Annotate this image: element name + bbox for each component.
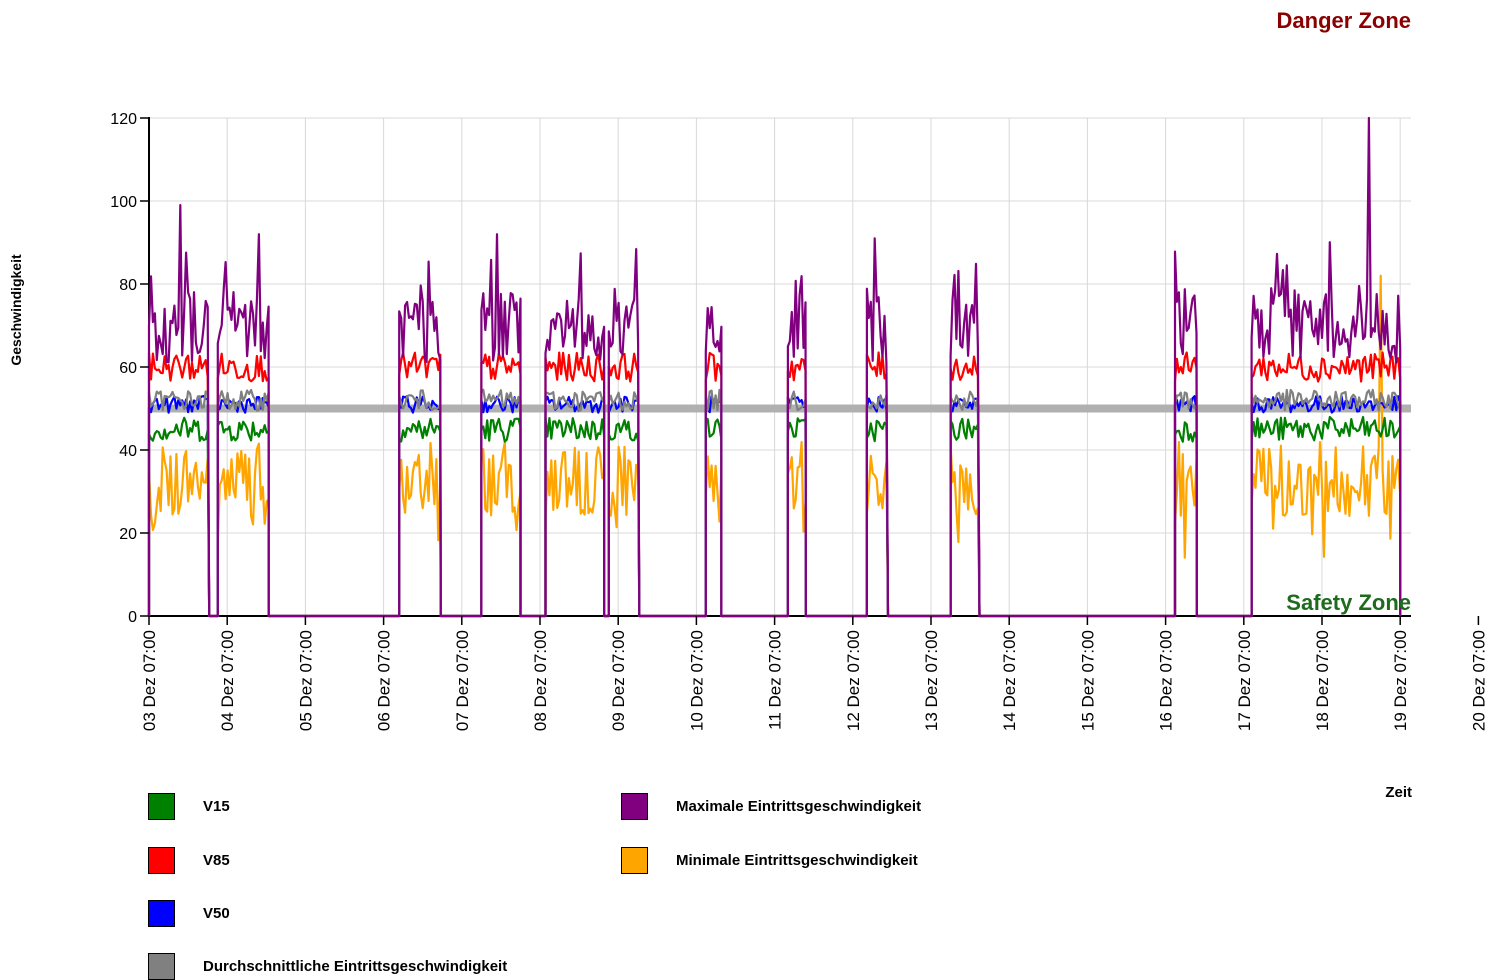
y-tick-label: 40 [119, 443, 137, 460]
series-line-durchschnittliche-eintrittsgeschwindigkeit [147, 388, 1402, 618]
x-tick-label: 09 Dez 07:00 [609, 630, 628, 731]
y-tick-label: 120 [110, 111, 137, 128]
x-tick-label: 07 Dez 07:00 [453, 630, 472, 731]
x-tick-label: 19 Dez 07:00 [1391, 630, 1410, 731]
y-tick-label: 0 [128, 609, 137, 626]
x-tick-label: 12 Dez 07:00 [844, 630, 863, 731]
y-axis-label: Geschwindigkeit [8, 254, 24, 366]
series-line-minimale-eintrittsgeschwindigkeit [147, 274, 1402, 618]
x-tick-label: 06 Dez 07:00 [375, 630, 394, 731]
series-line-v85 [147, 351, 1402, 618]
series-line-v15 [147, 415, 1402, 618]
x-tick-label: 05 Dez 07:00 [296, 630, 315, 731]
x-tick-label: 13 Dez 07:00 [922, 630, 941, 731]
x-tick-label: 18 Dez 07:00 [1313, 630, 1332, 731]
x-tick-label: 04 Dez 07:00 [218, 630, 237, 731]
x-tick-label: 15 Dez 07:00 [1078, 630, 1097, 731]
y-tick-label: 20 [119, 526, 137, 543]
grid [148, 117, 1411, 617]
x-tick-label: 11 Dez 07:00 [766, 630, 785, 730]
y-tick-label: 100 [110, 194, 137, 211]
x-tick-label: 20 Dez 07:00 [1469, 630, 1486, 731]
x-tick-label: 08 Dez 07:00 [531, 630, 550, 731]
x-tick-label: 14 Dez 07:00 [1000, 630, 1019, 731]
x-tick-label: 10 Dez 07:00 [687, 630, 706, 731]
x-tick-label: 17 Dez 07:00 [1235, 630, 1254, 731]
safety-zone-label: Safety Zone [1286, 590, 1411, 615]
x-axis-label: Zeit [1385, 784, 1412, 801]
ticks: 0 20 40 60 80 100 120 03 Dez 07:00 04 Dez 07:00 0… [110, 111, 1486, 731]
x-tick-label: 03 Dez 07:00 [140, 630, 159, 731]
series-line-maximale-eintrittsgeschwindigkeit [147, 116, 1402, 618]
x-tick-label: 16 Dez 07:00 [1157, 630, 1176, 731]
y-tick-label: 80 [119, 277, 137, 294]
danger-zone-label: Danger Zone [1277, 8, 1411, 33]
series-line-v50 [147, 395, 1402, 618]
y-tick-label: 60 [119, 360, 137, 377]
series-group [147, 116, 1402, 618]
